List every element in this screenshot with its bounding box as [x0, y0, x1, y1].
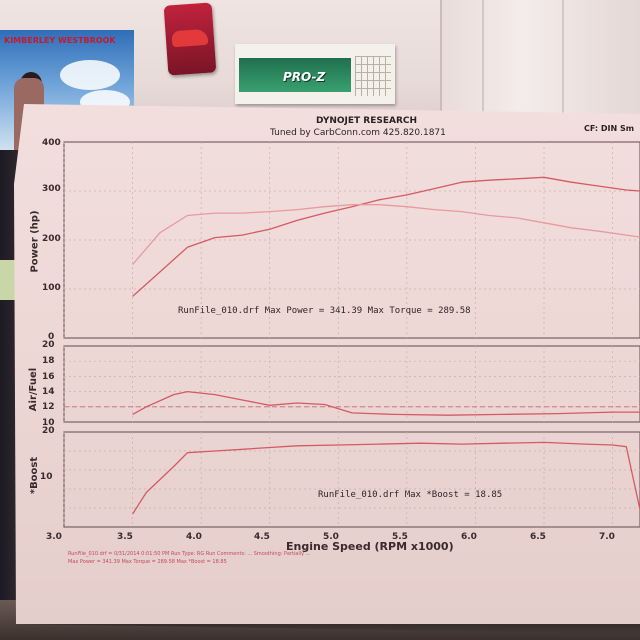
power-ytick: 100	[42, 283, 61, 293]
footer-line-2: Max Power = 341.39 Max Torque = 289.58 M…	[68, 559, 227, 565]
xtick: 3.0	[46, 532, 62, 542]
calendar-brand: PRO-Z	[283, 70, 326, 84]
power-ytick: 400	[42, 138, 61, 148]
wall-calendar: PRO-Z	[235, 44, 395, 104]
xtick: 5.5	[392, 532, 408, 542]
xtick: 7.0	[599, 532, 615, 542]
xtick: 3.5	[117, 532, 133, 542]
shelf-package	[0, 260, 16, 300]
footer-line-1: RunFile_010.drf = 0/31/2014 0:01:50 PM R…	[68, 551, 311, 557]
x-axis-title: Engine Speed (RPM x1000)	[286, 540, 454, 553]
afr-ytick: 12	[42, 402, 55, 412]
sheet-correction: CF: DIN Sm	[584, 124, 635, 133]
series-line-0-0	[132, 176, 640, 297]
power-ytick: 300	[42, 184, 61, 194]
xtick: 5.0	[323, 532, 339, 542]
afr-ytick: 14	[42, 387, 55, 397]
panel-frame	[63, 431, 640, 528]
calendar-grid	[355, 56, 391, 96]
series-line-0-1	[132, 204, 640, 265]
afr-ytick: 16	[42, 372, 55, 382]
boost-ytick: 10	[40, 472, 53, 482]
sheet-header: DYNOJET RESEARCH	[316, 116, 418, 126]
power-ytick: 200	[42, 234, 61, 244]
xtick: 6.5	[530, 532, 546, 542]
power-ytick: 0	[48, 332, 55, 342]
boost-note: RunFile_010.drf Max *Boost = 18.85	[318, 490, 503, 500]
afr-ytick: 10	[42, 418, 55, 428]
xtick: 6.0	[461, 532, 477, 542]
xtick: 4.0	[186, 532, 202, 542]
power-note: RunFile_010.drf Max Power = 341.39 Max T…	[178, 306, 471, 316]
series-line-1-0	[132, 390, 640, 416]
sheet-tuner: Tuned by CarbConn.com 425.820.1871	[270, 128, 446, 138]
poster-heading: KIMBERLEY WESTBROOK	[4, 36, 116, 45]
xtick: 4.5	[254, 532, 270, 542]
panel-frame	[63, 345, 640, 423]
boost-ytick: 20	[42, 426, 55, 436]
afr-ytick: 20	[42, 340, 55, 350]
series-line-2-0	[132, 441, 640, 515]
calendar-banner	[239, 58, 351, 92]
afr-ytick: 18	[42, 356, 55, 366]
